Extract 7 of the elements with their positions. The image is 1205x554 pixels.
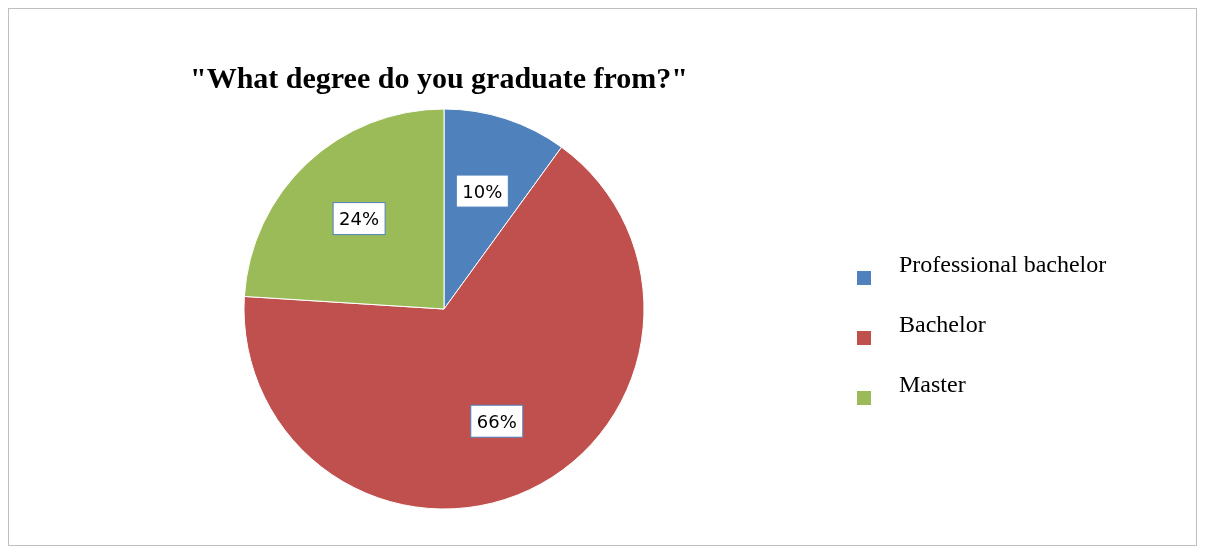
legend-label: Professional bachelor: [899, 250, 1107, 278]
data-label: 66%: [476, 410, 517, 432]
data-label: 24%: [339, 208, 380, 230]
data-label: 10%: [462, 180, 503, 202]
chart-title: "What degree do you graduate from?": [189, 61, 689, 95]
legend-label: Bachelor: [899, 310, 986, 338]
legend-label: Master: [899, 370, 966, 398]
